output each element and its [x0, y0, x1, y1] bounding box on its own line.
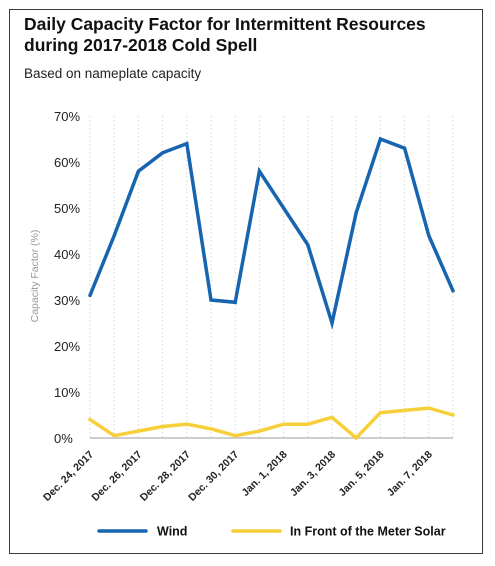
y-tick-label: 70% — [54, 109, 80, 124]
y-tick-label: 30% — [54, 293, 80, 308]
series-line-solar — [88, 406, 455, 441]
data-point — [209, 427, 213, 431]
data-point — [233, 434, 237, 438]
data-point — [427, 406, 431, 410]
y-tick-label: 10% — [54, 385, 80, 400]
y-tick-label: 50% — [54, 201, 80, 216]
data-point — [403, 408, 407, 412]
y-axis-ticks: 0% 10% 20% 30% 40% 50% 60% 70% — [54, 109, 80, 446]
data-point — [378, 411, 382, 415]
legend: Wind In Front of the Meter Solar — [97, 525, 446, 539]
data-point — [257, 169, 261, 173]
data-point — [378, 137, 382, 141]
data-point — [282, 422, 286, 426]
x-tick-label: Jan. 5, 2018 — [336, 449, 386, 499]
series-line-wind — [88, 136, 455, 330]
data-point — [161, 151, 165, 155]
data-point — [185, 422, 189, 426]
data-point — [306, 422, 310, 426]
data-point — [354, 211, 358, 215]
legend-wind-label: Wind — [157, 525, 187, 539]
data-point — [112, 434, 116, 438]
x-tick-label: Jan. 1, 2018 — [240, 449, 290, 499]
data-point — [330, 321, 334, 325]
data-point — [330, 415, 334, 419]
chart-frame — [9, 9, 483, 554]
data-point — [306, 243, 310, 247]
data-point — [112, 234, 116, 238]
data-point — [209, 298, 213, 302]
data-point — [136, 429, 140, 433]
data-point — [451, 289, 455, 293]
x-tick-label: Jan. 7, 2018 — [385, 449, 435, 499]
x-tick-label: Dec. 30, 2017 — [186, 449, 241, 504]
data-point — [354, 436, 358, 440]
chart-title: Daily Capacity Factor for Intermittent R… — [24, 14, 426, 55]
y-tick-label: 40% — [54, 247, 80, 262]
data-point — [161, 424, 165, 429]
data-point — [282, 206, 286, 210]
data-point — [136, 169, 140, 173]
data-point — [451, 413, 455, 417]
x-tick-label: Dec. 26, 2017 — [89, 449, 144, 504]
chart-subtitle: Based on nameplate capacity — [24, 66, 202, 81]
data-point — [257, 429, 261, 433]
x-tick-label: Dec. 24, 2017 — [41, 449, 96, 504]
y-tick-label: 60% — [54, 155, 80, 170]
y-axis-label: Capacity Factor (%) — [29, 230, 41, 323]
y-tick-label: 20% — [54, 339, 80, 354]
series-lines — [88, 136, 455, 441]
data-point — [427, 234, 431, 238]
x-tick-label: Dec. 28, 2017 — [138, 449, 193, 504]
data-point — [88, 293, 92, 297]
legend-solar-label: In Front of the Meter Solar — [290, 525, 446, 539]
y-tick-label: 0% — [54, 431, 73, 446]
data-point — [233, 300, 237, 304]
grid-lines — [89, 116, 454, 438]
data-point — [185, 142, 189, 146]
data-point — [403, 146, 407, 150]
x-tick-label: Jan. 3, 2018 — [288, 449, 338, 499]
data-point — [88, 418, 92, 422]
